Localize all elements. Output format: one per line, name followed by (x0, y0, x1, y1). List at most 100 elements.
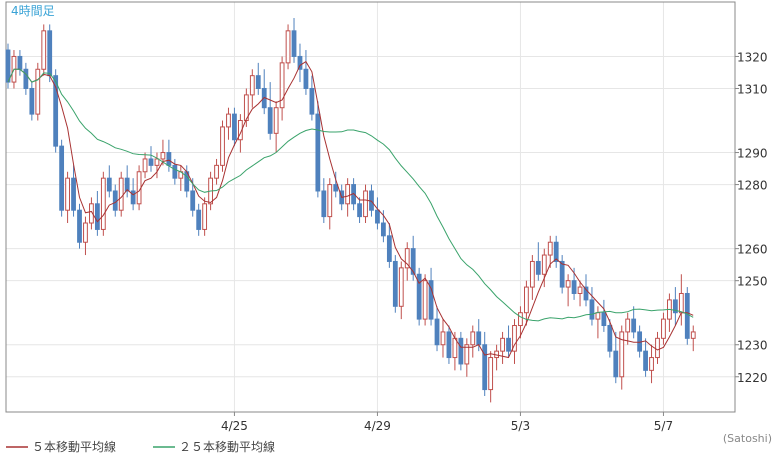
candle-body-up (595, 312, 601, 320)
candle-body-up (100, 177, 106, 230)
candle-body-up (65, 177, 70, 211)
candle-body-down (94, 203, 100, 230)
candle-body-up (464, 344, 470, 365)
candle-body-up (154, 158, 160, 166)
candle-body-down (535, 260, 541, 275)
candle-body-up (83, 222, 88, 243)
candle-body-up (649, 357, 654, 371)
candle-body-down (321, 190, 327, 218)
candle-body-up (35, 68, 41, 115)
candle-body-up (655, 337, 660, 359)
candle-body-down (71, 177, 76, 211)
candle-body-up (470, 331, 476, 346)
candle-body-down (458, 337, 464, 365)
candle-body-down (428, 280, 434, 320)
candle-body-up (690, 331, 696, 339)
candle-body-down (17, 55, 23, 70)
candle-body-down (416, 273, 422, 320)
candle-body-up (249, 75, 255, 96)
candle-body-down (357, 203, 362, 218)
candle-body-up (226, 113, 231, 128)
candle-body-up (279, 62, 285, 109)
candle-body-down (291, 30, 297, 57)
candle-body-down (380, 222, 386, 237)
chart-title: 4時間足 (11, 4, 55, 18)
candle-body-down (112, 190, 118, 211)
candle-body-down (166, 152, 172, 166)
candle-body-down (77, 209, 82, 243)
candle-body-up (440, 331, 446, 346)
candle-body-up (488, 357, 494, 391)
candle-body-up (273, 107, 279, 134)
candle-body-down (5, 49, 11, 83)
candle-body-up (202, 203, 208, 230)
x-tick-label: 5/3 (511, 419, 530, 433)
candle-body-up (363, 190, 368, 218)
y-tick-label: 1280 (737, 179, 768, 193)
candle-body-down (410, 248, 416, 275)
candle-body-up (524, 286, 529, 314)
candle-body-up (512, 325, 517, 352)
candle-body-up (214, 164, 219, 179)
candle-body-down (434, 318, 440, 346)
candle-body-down (607, 325, 613, 352)
y-tick-label: 1310 (737, 82, 768, 96)
candle-body-down (148, 158, 154, 166)
candle-body-down (506, 337, 511, 352)
candle-body-up (577, 286, 583, 294)
candle-body-down (315, 113, 321, 192)
x-tick-label: 4/25 (221, 419, 248, 433)
candle-body-up (160, 152, 166, 160)
candle-body-up (220, 126, 225, 166)
candle-body-down (392, 260, 398, 307)
legend-ma5-label: ５本移動平均線 (32, 439, 116, 454)
candle-body-down (124, 177, 130, 192)
candle-body-down (446, 331, 452, 359)
candle-body-up (422, 280, 428, 320)
candle-body-down (172, 164, 178, 179)
y-tick-label: 1230 (737, 339, 768, 353)
candle-body-down (255, 75, 261, 89)
candle-body-up (678, 292, 684, 314)
candle-body-down (631, 318, 637, 333)
legend: ５本移動平均線 ２５本移動平均線 (6, 439, 275, 454)
x-tick-label: 4/29 (364, 419, 391, 433)
candle-body-down (23, 68, 29, 89)
candle-body-down (196, 209, 202, 230)
y-tick-label: 1290 (737, 147, 768, 161)
candle-body-down (29, 87, 35, 115)
candle-body-up (118, 177, 124, 211)
candle-body-up (89, 203, 94, 224)
credit-label: (Satoshi) (723, 432, 772, 445)
candle-body-up (452, 337, 458, 359)
candle-body-up (327, 184, 333, 218)
candle-body-down (613, 350, 619, 378)
candle-body-up (547, 241, 553, 256)
candle-body-down (53, 75, 59, 147)
ma25-line (7, 68, 694, 322)
candle-body-down (643, 350, 648, 371)
candle-body-down (309, 87, 315, 115)
candle-body-down (47, 30, 53, 77)
x-tick-label: 5/7 (654, 419, 673, 433)
y-tick-label: 1250 (737, 275, 768, 289)
candle-body-down (553, 241, 559, 262)
candle-body-down (583, 286, 589, 301)
candle-body-up (661, 318, 666, 339)
candle-body-up (619, 331, 625, 378)
candle-body-down (589, 299, 595, 320)
candle-body-down (684, 292, 690, 339)
candle-body-up (345, 184, 351, 205)
candle-body-down (333, 184, 339, 192)
plot-border (5, 1, 736, 413)
candle-body-down (476, 331, 482, 346)
candle-body-up (398, 267, 404, 307)
candle-body-down (267, 107, 273, 134)
candle-body-down (571, 280, 577, 294)
ma5-line (7, 60, 694, 359)
candle-body-up (541, 254, 547, 275)
candle-body-up (243, 94, 249, 122)
candle-body-up (518, 312, 523, 327)
